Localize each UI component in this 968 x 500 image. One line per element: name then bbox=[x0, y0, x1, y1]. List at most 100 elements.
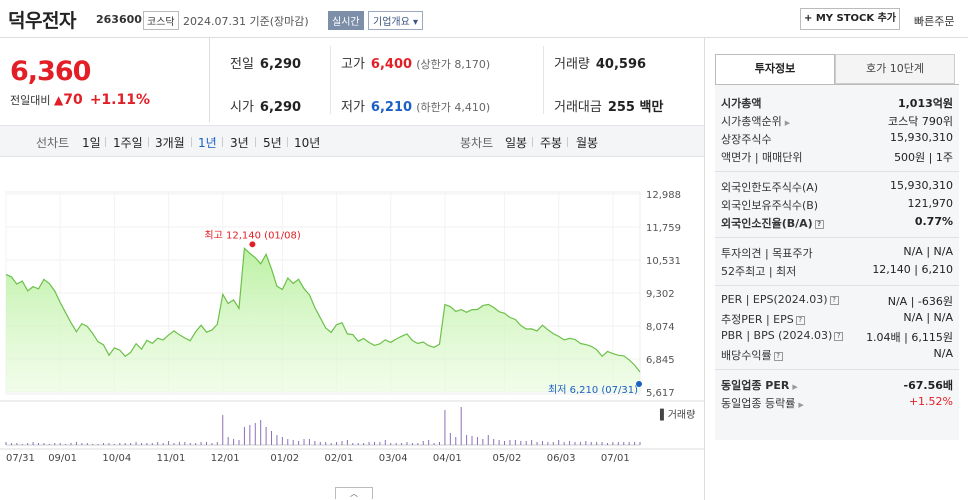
trade-amount: 거래대금 255 백만 bbox=[554, 100, 664, 115]
x-tick-label: 03/04 bbox=[379, 453, 408, 464]
quick-order-link[interactable]: 빠른주문 bbox=[914, 15, 955, 28]
realtime-badge[interactable]: 실시간 bbox=[328, 11, 364, 30]
line-chart-label: 선차트 bbox=[36, 136, 70, 150]
my-stock-add-button[interactable]: + MY STOCK 추가 bbox=[800, 8, 900, 30]
market-cap-row: 시가총액 1,013억원 bbox=[721, 97, 953, 110]
pbr-bps-row: PBR | BPS (2024.03)? 1.04배 | 6,115원 bbox=[721, 329, 953, 344]
divider bbox=[715, 237, 959, 238]
tab-investment-info[interactable]: 투자정보 bbox=[715, 54, 835, 84]
per-eps-row: PER | EPS(2024.03)? N/A | -636원 bbox=[721, 293, 953, 308]
investment-info-panel: 투자정보 호가 10단계 시가총액 1,013억원 시가총액순위 ▶ 코스닥 790위… bbox=[704, 38, 968, 500]
x-tick-label: 09/01 bbox=[48, 453, 77, 464]
y-tick-label: 6,845 bbox=[646, 355, 675, 366]
x-tick-label: 06/03 bbox=[547, 453, 576, 464]
collapse-chevron-icon[interactable]: ︿ bbox=[335, 487, 373, 499]
industry-per-row: 동일업종 PER ▶ -67.56배 bbox=[721, 379, 953, 392]
change-percent: +1.11% bbox=[89, 92, 151, 108]
foreign-limit-row: 외국인한도주식수(A) 15,930,310 bbox=[721, 179, 953, 194]
tab-1day[interactable]: 1일 bbox=[82, 136, 101, 150]
change-value: 70 bbox=[63, 92, 83, 108]
current-price: 6,360 bbox=[10, 56, 91, 87]
divider bbox=[222, 137, 223, 147]
tab-3year[interactable]: 3년 bbox=[230, 136, 249, 150]
company-name: 덕우전자 bbox=[8, 10, 76, 32]
x-tick-label: 04/01 bbox=[433, 453, 462, 464]
divider bbox=[715, 369, 959, 370]
quote-stats: 전일 6,290 고가 6,400 (상한가 8,170) 거래량 40,596 시가… bbox=[210, 38, 704, 122]
tab-monthly-candle[interactable]: 월봉 bbox=[576, 136, 599, 150]
stock-header: 덕우전자 263600 코스닥 2024.07.31 기준(장마감) 실시간 기… bbox=[0, 0, 968, 38]
divider bbox=[543, 46, 544, 114]
market-badge: 코스닥 bbox=[143, 11, 179, 30]
tab-1year[interactable]: 1년 bbox=[198, 136, 217, 150]
chart-period-tabs: 선차트 1일 1주일 3개월 1년 3년 5년 10년 봉차트 일봉 주봉 월봉 bbox=[0, 125, 704, 157]
prev-close: 전일 6,290 bbox=[230, 57, 302, 72]
dividend-yield-row: 배당수익률? N/A bbox=[721, 347, 953, 362]
change-label: 전일대비 bbox=[10, 94, 51, 107]
investment-info-table: 시가총액 1,013억원 시가총액순위 ▶ 코스닥 790위 상장주식수 15,930,… bbox=[715, 84, 959, 440]
stock-code: 263600 bbox=[96, 13, 142, 26]
min-label: 최저 6,210 (07/31) bbox=[548, 384, 638, 396]
price-chart-svg: 12,988 11,759 10,531 9,302 8,074 6,845 5,617 최고… bbox=[0, 190, 704, 464]
x-tick-label: 02/01 bbox=[325, 453, 354, 464]
volume-legend: ▌거래량 bbox=[659, 408, 695, 421]
volume: 거래량 40,596 bbox=[554, 57, 647, 72]
price-chart[interactable]: 12,988 11,759 10,531 9,302 8,074 6,845 5,617 최고… bbox=[0, 157, 704, 487]
tab-weekly-candle[interactable]: 주봉 bbox=[540, 136, 563, 150]
up-arrow-icon: ▲ bbox=[53, 93, 64, 107]
divider bbox=[715, 285, 959, 286]
x-tick-label: 10/04 bbox=[102, 453, 131, 464]
x-tick-label: 07/31 bbox=[6, 453, 35, 464]
y-tick-label: 5,617 bbox=[646, 388, 675, 399]
tab-5year[interactable]: 5년 bbox=[263, 136, 282, 150]
market-cap-rank-row: 시가총액순위 ▶ 코스닥 790위 bbox=[721, 115, 953, 128]
x-tick-label: 11/01 bbox=[157, 453, 186, 464]
divider bbox=[532, 137, 533, 147]
tab-order-book[interactable]: 호가 10단계 bbox=[835, 54, 955, 84]
y-tick-label: 9,302 bbox=[646, 289, 675, 300]
x-tick-label: 05/02 bbox=[493, 453, 522, 464]
divider bbox=[105, 137, 106, 147]
caret-right-icon: ▶ bbox=[798, 401, 804, 409]
price-box: 6,360 전일대비 ▲70 +1.11% bbox=[0, 38, 210, 122]
tab-daily-candle[interactable]: 일봉 bbox=[505, 136, 528, 150]
foreign-exhaustion-row: 외국인소진율(B/A)? 0.77% bbox=[721, 215, 953, 230]
quote-date: 2024.07.31 기준(장마감) bbox=[183, 15, 309, 28]
high-price: 고가 6,400 (상한가 8,170) bbox=[341, 57, 491, 72]
opinion-target-row: 투자의견 | 목표주가 N/A | N/A bbox=[721, 245, 953, 260]
price-line bbox=[5, 247, 641, 373]
y-tick-label: 11,759 bbox=[646, 223, 681, 234]
price-area bbox=[6, 248, 640, 392]
divider bbox=[191, 137, 192, 147]
x-tick-label: 12/01 bbox=[211, 453, 240, 464]
help-icon[interactable]: ? bbox=[829, 295, 839, 305]
help-icon[interactable]: ? bbox=[834, 331, 844, 341]
par-value-row: 액면가 | 매매단위 500원 | 1주 bbox=[721, 151, 953, 164]
low-price: 저가 6,210 (하한가 4,410) bbox=[341, 100, 491, 115]
divider bbox=[715, 171, 959, 172]
est-per-eps-row: 추정PER | EPS? N/A | N/A bbox=[721, 311, 953, 326]
industry-change-row: 동일업종 등락률 ▶ +1.52% bbox=[721, 395, 953, 410]
company-info-dropdown[interactable]: 기업개요 ▾ bbox=[368, 11, 423, 30]
tab-3month[interactable]: 3개월 bbox=[155, 136, 185, 150]
divider bbox=[287, 137, 288, 147]
52week-row: 52주최고 | 최저 12,140 | 6,210 bbox=[721, 263, 953, 278]
divider bbox=[330, 46, 331, 114]
help-icon[interactable]: ? bbox=[814, 219, 824, 229]
foreign-holding-row: 외국인보유주식수(B) 121,970 bbox=[721, 197, 953, 212]
y-tick-label: 8,074 bbox=[646, 322, 675, 333]
price-change-row: 전일대비 ▲70 +1.11% bbox=[10, 92, 150, 108]
y-tick-label: 10,531 bbox=[646, 256, 681, 267]
x-tick-label: 01/02 bbox=[270, 453, 299, 464]
y-tick-label: 12,988 bbox=[646, 190, 681, 201]
caret-right-icon: ▶ bbox=[784, 119, 791, 127]
tab-1week[interactable]: 1주일 bbox=[113, 136, 143, 150]
divider bbox=[148, 137, 149, 147]
tab-10year[interactable]: 10년 bbox=[294, 136, 321, 150]
open-price: 시가 6,290 bbox=[230, 100, 302, 115]
help-icon[interactable]: ? bbox=[773, 351, 783, 361]
listed-shares-row: 상장주식수 15,930,310 bbox=[721, 131, 953, 146]
caret-right-icon: ▶ bbox=[792, 383, 798, 391]
divider bbox=[567, 137, 568, 147]
help-icon[interactable]: ? bbox=[795, 315, 805, 325]
